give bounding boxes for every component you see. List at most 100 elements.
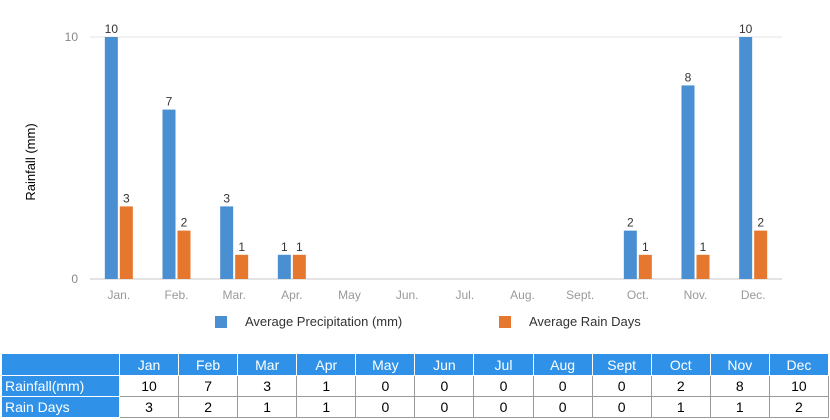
table-column-header: May bbox=[355, 353, 416, 376]
table-column-header: Dec bbox=[768, 353, 830, 376]
table-row-label: Rain Days bbox=[1, 396, 120, 418]
table-column-header: Mar bbox=[237, 353, 298, 376]
x-tick-label: Mar. bbox=[222, 288, 245, 302]
data-label: 2 bbox=[181, 216, 188, 230]
x-tick-label: Jul. bbox=[455, 288, 474, 302]
rainfall-table: Jan Feb Mar Apr May Jun Jul Aug Sept Oct Nov Dec Ra… bbox=[1, 353, 830, 418]
table-cell: 0 bbox=[355, 396, 416, 418]
table-row-label: Rainfall(mm) bbox=[1, 375, 120, 397]
table-cell: 1 bbox=[237, 396, 298, 418]
data-label: 2 bbox=[757, 216, 764, 230]
table-cell: 1 bbox=[709, 396, 770, 418]
bars bbox=[104, 37, 768, 280]
table-cell: 0 bbox=[591, 396, 652, 418]
x-axis-ticks: Jan. Feb. Mar. Apr. May Jun. Jul. Aug. Sept. Oct.… bbox=[107, 288, 765, 302]
table-cell: 2 bbox=[178, 396, 239, 418]
y-axis-label: Rainfall (mm) bbox=[23, 123, 38, 200]
x-tick-label: Sept. bbox=[566, 288, 594, 302]
bar-precipitation bbox=[739, 37, 753, 279]
x-tick-label: Dec. bbox=[741, 288, 766, 302]
table-column-header: Oct bbox=[650, 353, 711, 376]
table-cell: 0 bbox=[473, 396, 534, 418]
legend-swatch-rain-days bbox=[499, 315, 511, 328]
data-label: 10 bbox=[739, 22, 753, 36]
bar-rain-days bbox=[754, 230, 768, 279]
table-cell: 0 bbox=[355, 375, 416, 397]
table-header-row: Jan Feb Mar Apr May Jun Jul Aug Sept Oct Nov Dec bbox=[1, 353, 830, 376]
table-cell: 10 bbox=[118, 375, 180, 397]
table-column-header: Jun bbox=[414, 353, 475, 376]
legend-label-precipitation: Average Precipitation (mm) bbox=[245, 314, 403, 329]
table-cell: 3 bbox=[237, 375, 298, 397]
table-cell: 0 bbox=[414, 375, 475, 397]
data-label: 1 bbox=[642, 240, 649, 254]
chart-legend: Average Precipitation (mm) Average Rain … bbox=[0, 314, 830, 332]
y-axis-ticks: 0 10 bbox=[65, 30, 79, 286]
table-cell: 2 bbox=[650, 375, 711, 397]
data-label: 1 bbox=[700, 240, 707, 254]
x-tick-label: Apr. bbox=[281, 288, 302, 302]
data-label: 3 bbox=[123, 191, 130, 205]
data-label: 1 bbox=[296, 240, 303, 254]
table-column-header: Aug bbox=[532, 353, 593, 376]
bar-precipitation bbox=[220, 206, 234, 279]
table-corner-cell bbox=[1, 353, 120, 376]
bar-rain-days bbox=[696, 254, 710, 279]
table-column-header: Jul bbox=[473, 353, 534, 376]
table-cell: 0 bbox=[473, 375, 534, 397]
x-tick-label: Oct. bbox=[627, 288, 649, 302]
table-cell: 1 bbox=[650, 396, 711, 418]
table-cell: 0 bbox=[532, 375, 593, 397]
table-cell: 3 bbox=[118, 396, 180, 418]
x-tick-label: Jan. bbox=[107, 288, 130, 302]
data-label: 1 bbox=[281, 240, 288, 254]
bar-precipitation bbox=[104, 37, 118, 279]
table-cell: 0 bbox=[591, 375, 652, 397]
legend-item-rain-days: Average Rain Days bbox=[499, 314, 641, 329]
data-label: 10 bbox=[105, 22, 119, 36]
data-label: 1 bbox=[238, 240, 245, 254]
grid-lines bbox=[90, 36, 782, 280]
table-column-header: Feb bbox=[178, 353, 239, 376]
table-cell: 7 bbox=[178, 375, 239, 397]
bar-precipitation bbox=[681, 85, 695, 280]
table-column-header: Jan bbox=[118, 353, 180, 376]
table-cell: 8 bbox=[709, 375, 770, 397]
x-tick-label: May bbox=[338, 288, 361, 302]
data-label: 2 bbox=[627, 216, 634, 230]
data-label: 7 bbox=[166, 95, 173, 109]
table-column-header: Apr bbox=[296, 353, 357, 376]
legend-swatch-precipitation bbox=[215, 315, 227, 328]
legend-label-rain-days: Average Rain Days bbox=[529, 314, 641, 329]
x-tick-label: Aug. bbox=[510, 288, 535, 302]
bar-rain-days bbox=[119, 206, 133, 279]
table-cell: 2 bbox=[768, 396, 830, 418]
data-label: 3 bbox=[223, 191, 230, 205]
table-cell: 0 bbox=[414, 396, 475, 418]
x-tick-label: Jun. bbox=[396, 288, 419, 302]
data-label: 8 bbox=[685, 70, 692, 84]
bar-precipitation bbox=[623, 230, 637, 279]
y-tick-label: 10 bbox=[65, 30, 79, 44]
bar-precipitation bbox=[277, 254, 291, 279]
bar-rain-days bbox=[638, 254, 652, 279]
table-column-header: Nov bbox=[709, 353, 770, 376]
bar-rain-days bbox=[177, 230, 191, 279]
table-column-header: Sept bbox=[591, 353, 652, 376]
x-tick-label: Nov. bbox=[684, 288, 708, 302]
table-cell: 1 bbox=[296, 396, 357, 418]
table-row: Rain Days 3 2 1 1 0 0 0 0 0 1 1 2 bbox=[1, 396, 830, 418]
table-cell: 0 bbox=[532, 396, 593, 418]
bar-rain-days bbox=[235, 254, 249, 279]
x-tick-label: Feb. bbox=[164, 288, 188, 302]
bar-rain-days bbox=[292, 254, 306, 279]
table-cell: 10 bbox=[768, 375, 830, 397]
y-tick-label: 0 bbox=[71, 272, 78, 286]
table-cell: 1 bbox=[296, 375, 357, 397]
bar-precipitation bbox=[162, 109, 176, 279]
table-row: Rainfall(mm) 10 7 3 1 0 0 0 0 0 2 8 10 bbox=[1, 375, 830, 397]
legend-item-precipitation: Average Precipitation (mm) bbox=[215, 314, 402, 329]
